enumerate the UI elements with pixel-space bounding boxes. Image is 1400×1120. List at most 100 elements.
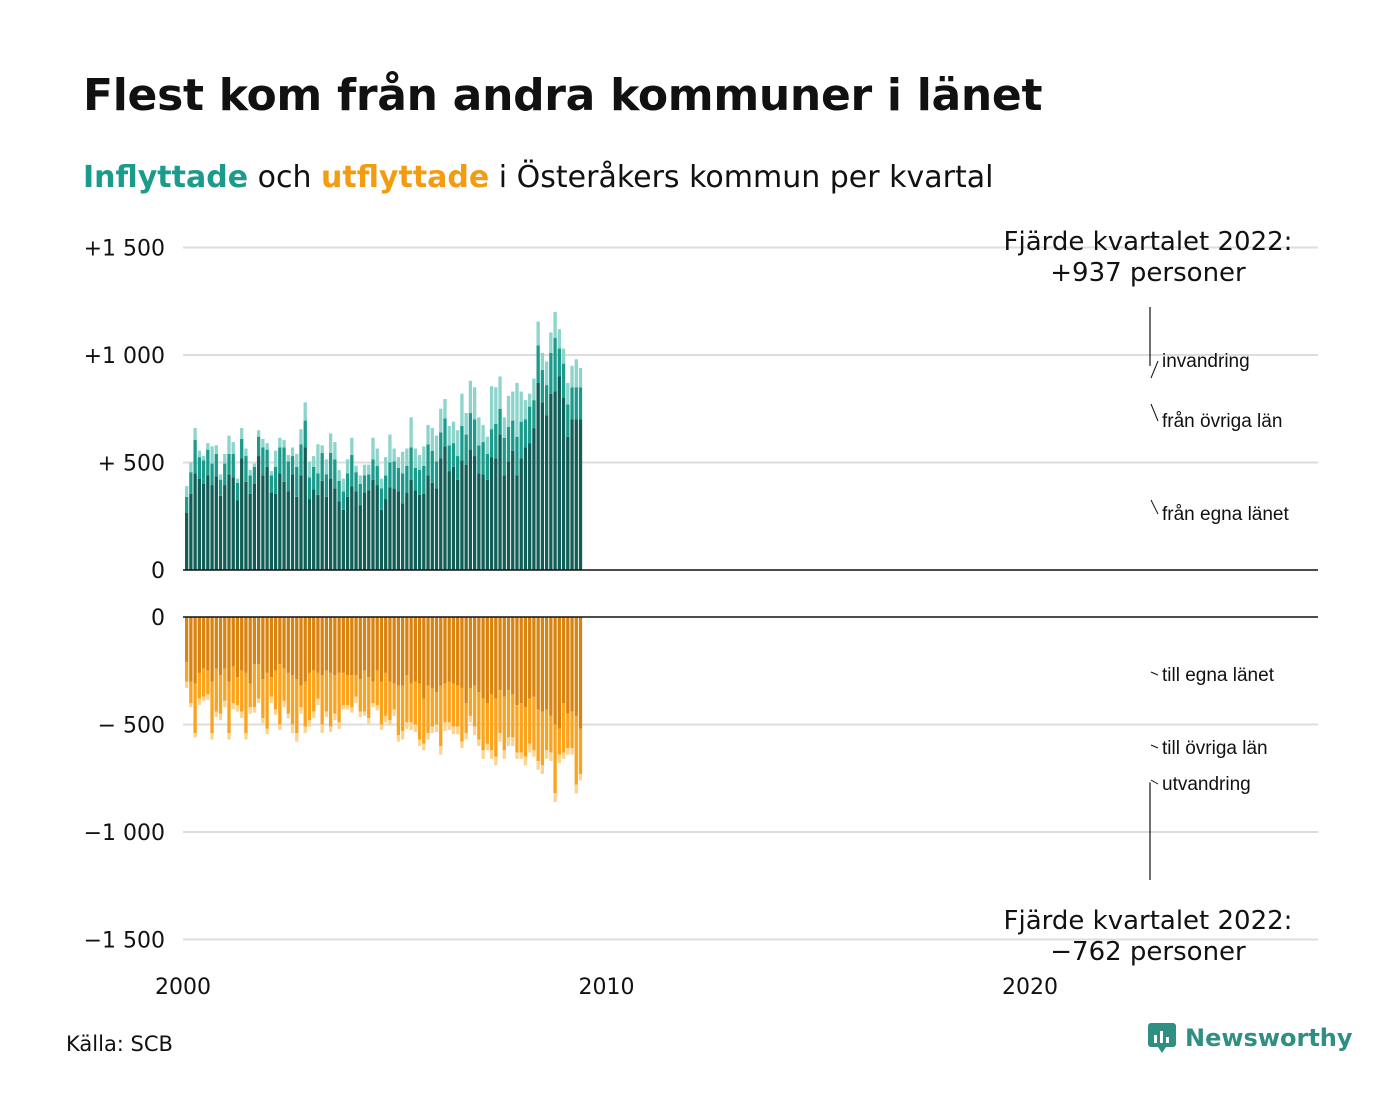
bar-in-från-övriga-län <box>333 459 337 489</box>
bar-out-utvandring <box>443 722 447 731</box>
bar-out-utvandring <box>235 705 240 712</box>
bar-in-från-övriga-län <box>481 442 485 475</box>
bar-in-från-egna-länet <box>231 477 235 570</box>
bar-out-till-övriga-län <box>511 694 515 738</box>
bar-in-från-övriga-län <box>189 472 193 494</box>
bar-out-till-övriga-län <box>375 670 379 706</box>
bar-in-från-övriga-län <box>358 484 362 506</box>
bar-in-från-övriga-län <box>261 447 265 476</box>
newsworthy-logo-icon <box>1148 1023 1176 1053</box>
bar-in-från-egna-länet <box>379 509 384 570</box>
bar-out-till-egna-länet <box>185 617 189 663</box>
bar-in-invandring <box>578 367 583 388</box>
bar-out-till-övriga-län <box>549 715 553 753</box>
bar-in-invandring <box>447 425 451 446</box>
bar-out-till-övriga-län <box>303 681 307 727</box>
bar-out-till-övriga-län <box>540 711 545 766</box>
bar-in-från-egna-länet <box>528 443 532 570</box>
bar-out-till-egna-länet <box>405 617 409 676</box>
bar-in-från-övriga-län <box>578 387 583 420</box>
y-tick-label-top: +1 500 <box>84 237 165 262</box>
bar-in-från-övriga-län <box>456 456 460 480</box>
bar-in-invandring <box>532 378 536 401</box>
bar-out-till-egna-länet <box>540 617 545 712</box>
bar-in-från-övriga-län <box>557 348 561 377</box>
bar-in-från-övriga-län <box>494 423 498 459</box>
bar-out-till-övriga-län <box>290 675 295 725</box>
bar-in-från-egna-länet <box>468 449 473 570</box>
bar-out-till-övriga-län <box>477 692 481 740</box>
bar-in-från-egna-länet <box>405 492 409 570</box>
bar-out-till-övriga-län <box>350 675 354 708</box>
bar-in-invandring <box>494 387 498 424</box>
bar-in-från-egna-länet <box>439 458 443 570</box>
bar-in-från-övriga-län <box>206 449 210 476</box>
bar-out-utvandring <box>430 726 434 734</box>
bar-out-utvandring <box>197 698 202 706</box>
bar-out-till-övriga-län <box>320 675 324 725</box>
bar-in-från-egna-länet <box>561 398 566 570</box>
bar-in-från-egna-länet <box>375 485 379 570</box>
bar-out-till-egna-länet <box>396 617 401 686</box>
bar-out-utvandring <box>256 698 261 703</box>
bar-out-till-övriga-län <box>345 675 350 706</box>
bar-in-invandring <box>367 464 371 475</box>
bar-in-från-egna-länet <box>303 447 307 570</box>
bar-out-till-egna-länet <box>422 617 426 699</box>
bar-out-utvandring <box>502 750 506 759</box>
bar-in-invandring <box>248 470 252 476</box>
bar-in-från-övriga-län <box>384 475 388 500</box>
bar-in-från-egna-länet <box>201 484 206 570</box>
bar-out-till-övriga-län <box>417 683 422 740</box>
bar-in-från-egna-länet <box>345 496 350 570</box>
bar-out-till-övriga-län <box>506 690 511 738</box>
bar-in-från-övriga-län <box>379 488 384 510</box>
bar-in-från-övriga-län <box>422 465 426 494</box>
bar-out-till-egna-länet <box>413 617 417 682</box>
bar-out-till-övriga-län <box>299 685 303 708</box>
bar-in-från-övriga-län <box>561 363 566 398</box>
bar-out-till-egna-länet <box>299 617 303 686</box>
bar-out-till-egna-länet <box>371 617 375 682</box>
bar-out-utvandring <box>265 728 269 735</box>
bar-in-från-övriga-län <box>218 479 223 496</box>
bar-out-utvandring <box>337 722 341 729</box>
bar-in-från-övriga-län <box>532 400 536 429</box>
bar-out-utvandring <box>371 703 375 708</box>
bar-in-från-övriga-län <box>464 434 468 465</box>
bar-in-från-egna-länet <box>244 481 248 570</box>
bar-in-invandring <box>210 446 214 464</box>
bar-out-till-egna-länet <box>561 617 566 703</box>
bar-in-invandring <box>371 437 375 460</box>
bar-in-från-övriga-län <box>341 491 345 510</box>
bar-in-invandring <box>561 348 566 364</box>
bar-in-från-egna-länet <box>235 500 240 570</box>
bar-in-från-egna-länet <box>185 513 189 570</box>
bar-out-till-egna-länet <box>519 617 523 703</box>
bar-out-till-övriga-län <box>405 675 409 723</box>
bar-out-till-övriga-län <box>210 681 214 734</box>
bar-in-från-egna-länet <box>426 475 430 570</box>
bar-in-från-övriga-län <box>312 466 316 490</box>
bar-in-från-övriga-län <box>396 467 401 492</box>
bar-in-invandring <box>515 382 519 437</box>
bar-out-utvandring <box>345 705 350 710</box>
bar-out-till-övriga-län <box>426 685 430 734</box>
bar-out-till-övriga-län <box>295 679 299 734</box>
bar-in-invandring <box>502 417 506 438</box>
bar-out-till-övriga-län <box>312 670 316 712</box>
bar-in-från-egna-länet <box>549 393 553 570</box>
bar-out-till-egna-länet <box>481 617 485 699</box>
bar-in-från-egna-länet <box>574 419 578 570</box>
bar-in-invandring <box>206 443 210 450</box>
bar-out-till-egna-länet <box>532 617 536 697</box>
bar-out-utvandring <box>494 756 498 766</box>
bar-out-till-övriga-län <box>379 681 384 725</box>
bar-out-till-övriga-län <box>362 670 367 712</box>
label-till-egna-lanet-pointer <box>1150 671 1159 676</box>
bar-in-från-övriga-län <box>299 444 303 476</box>
bar-in-från-egna-länet <box>218 495 223 570</box>
bar-in-invandring <box>489 386 494 430</box>
bar-out-utvandring <box>519 752 523 759</box>
bar-in-från-övriga-län <box>367 474 371 491</box>
